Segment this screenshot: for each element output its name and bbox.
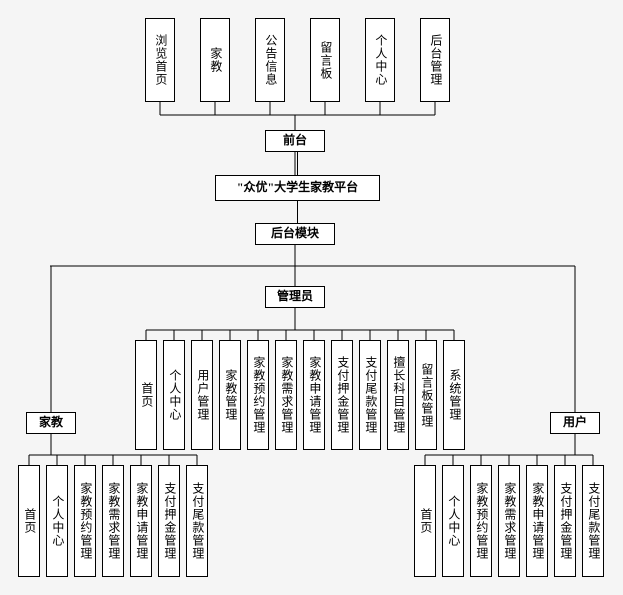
tutor-item-4: 家教申请管理 <box>130 465 152 577</box>
user-node: 用户 <box>550 412 600 434</box>
admin-item-11: 系统管理 <box>443 340 465 450</box>
admin-item-3: 家教管理 <box>219 340 241 450</box>
top-item-0: 浏览首页 <box>145 18 175 102</box>
user-item-5: 支付押金管理 <box>554 465 576 577</box>
admin-item-4: 家教预约管理 <box>247 340 269 450</box>
tutor-item-5: 支付押金管理 <box>158 465 180 577</box>
admin-item-6: 家教申请管理 <box>303 340 325 450</box>
admin-item-5: 家教需求管理 <box>275 340 297 450</box>
top-item-5: 后台管理 <box>420 18 450 102</box>
top-item-4: 个人中心 <box>365 18 395 102</box>
tutor-item-6: 支付尾款管理 <box>186 465 208 577</box>
top-item-3: 留言板 <box>310 18 340 102</box>
tutor-item-1: 个人中心 <box>46 465 68 577</box>
admin-item-8: 支付尾款管理 <box>359 340 381 450</box>
platform-node: "众优"大学生家教平台 <box>215 175 380 201</box>
frontend-node: 前台 <box>265 130 325 152</box>
tutor-node: 家教 <box>26 412 76 434</box>
admin-item-2: 用户管理 <box>191 340 213 450</box>
org-chart-diagram: 浏览首页家教公告信息留言板个人中心后台管理前台"众优"大学生家教平台后台模块管理… <box>0 0 623 595</box>
admin-item-9: 擅长科目管理 <box>387 340 409 450</box>
admin-item-10: 留言板管理 <box>415 340 437 450</box>
tutor-item-3: 家教需求管理 <box>102 465 124 577</box>
user-item-0: 首页 <box>414 465 436 577</box>
user-item-4: 家教申请管理 <box>526 465 548 577</box>
user-item-1: 个人中心 <box>442 465 464 577</box>
admin-node: 管理员 <box>265 286 325 308</box>
top-item-1: 家教 <box>200 18 230 102</box>
admin-item-0: 首页 <box>135 340 157 450</box>
admin-item-7: 支付押金管理 <box>331 340 353 450</box>
admin-item-1: 个人中心 <box>163 340 185 450</box>
user-item-2: 家教预约管理 <box>470 465 492 577</box>
backend-node: 后台模块 <box>255 223 335 245</box>
user-item-6: 支付尾款管理 <box>582 465 604 577</box>
user-item-3: 家教需求管理 <box>498 465 520 577</box>
top-item-2: 公告信息 <box>255 18 285 102</box>
tutor-item-0: 首页 <box>18 465 40 577</box>
tutor-item-2: 家教预约管理 <box>74 465 96 577</box>
